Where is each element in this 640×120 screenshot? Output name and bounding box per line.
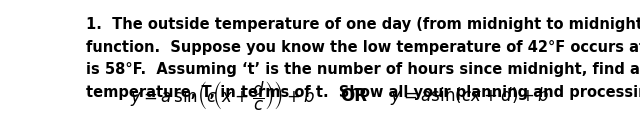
Text: temperature, T, in terms of t.  Show all your planning and processing steps.  Ju: temperature, T, in terms of t. Show all …: [86, 85, 640, 100]
Text: OR: OR: [340, 87, 367, 105]
Text: function.  Suppose you know the low temperature of 42°F occurs at midnight.  The: function. Suppose you know the low tempe…: [86, 40, 640, 55]
Text: 1.  The outside temperature of one day (from midnight to midnight) can be modele: 1. The outside temperature of one day (f…: [86, 17, 640, 32]
Text: $y = a\sin(cx + d) + b$: $y = a\sin(cx + d) + b$: [390, 85, 550, 107]
Text: is 58°F.  Assuming ‘t’ is the number of hours since midnight, find a: is 58°F. Assuming ‘t’ is the number of h…: [86, 62, 640, 77]
Text: $y = a\,\sin\!\left(c\!\left(x+\dfrac{d}{c}\right)\right)+b$: $y = a\,\sin\!\left(c\!\left(x+\dfrac{d}…: [129, 80, 315, 113]
